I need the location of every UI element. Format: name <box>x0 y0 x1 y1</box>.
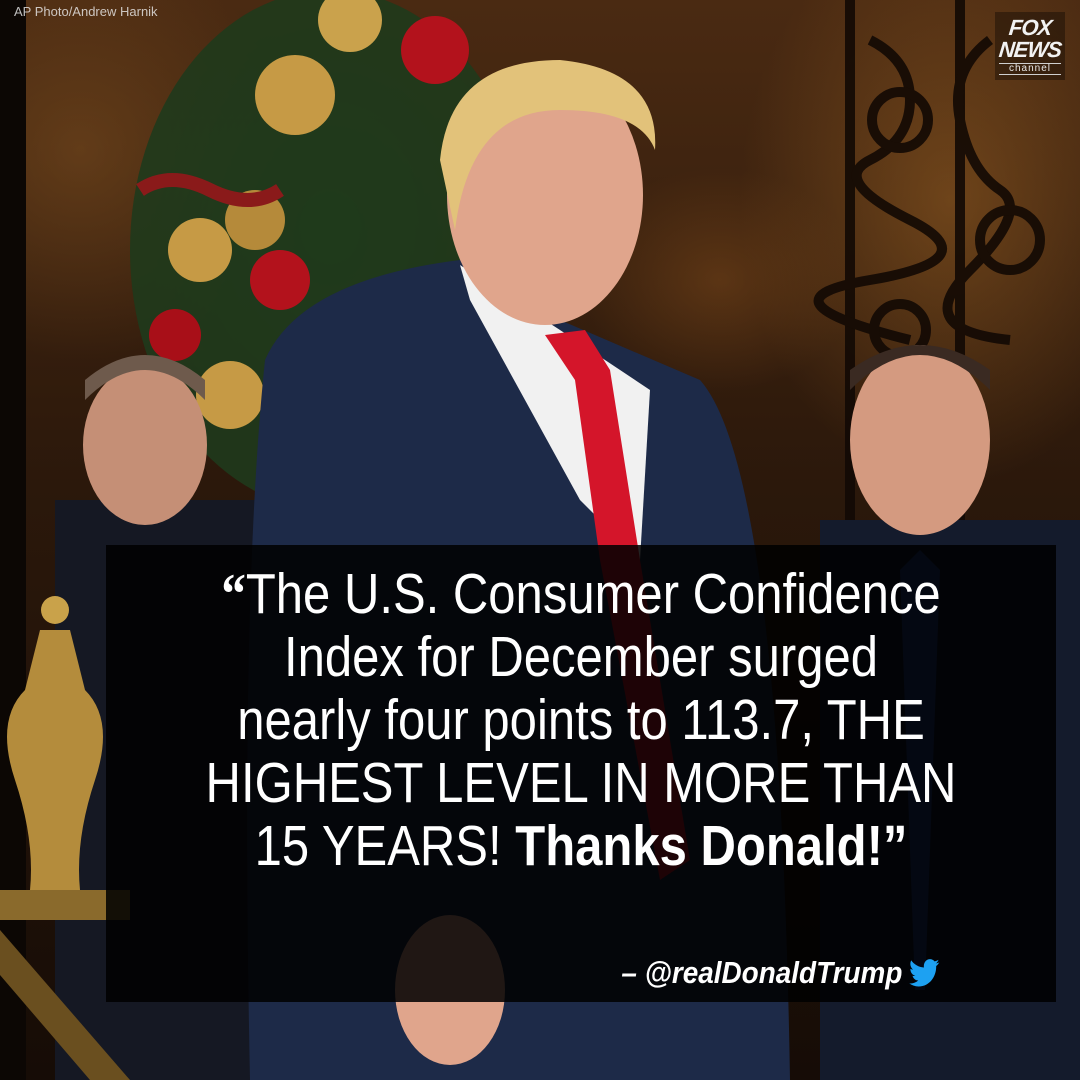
photo-credit: AP Photo/Andrew Harnik <box>14 4 158 19</box>
quote-line-2: Index for December surged <box>284 625 878 689</box>
logo-line-fox: FOX <box>1007 15 1053 40</box>
quote-line-4: HIGHEST LEVEL IN MORE THAN <box>205 751 957 815</box>
quote-text: “The U.S. Consumer Confidence Index for … <box>173 563 990 878</box>
fox-news-logo: FOX NEWS channel <box>995 12 1065 80</box>
attribution: – @realDonaldTrump <box>621 955 940 991</box>
quote-overlay: “The U.S. Consumer Confidence Index for … <box>106 545 1056 1002</box>
quote-line-5: 15 YEARS! Thanks Donald!” <box>254 814 908 878</box>
quote-line-1: “The U.S. Consumer Confidence <box>221 562 941 627</box>
twitter-handle: – @realDonaldTrump <box>621 955 903 990</box>
logo-line-channel: channel <box>999 63 1061 75</box>
logo-line-news: NEWS <box>997 37 1063 62</box>
twitter-bird-icon <box>909 959 940 987</box>
open-quote-mark: “ <box>221 563 246 626</box>
gold-finial <box>0 596 130 1080</box>
quote-emphasis: Thanks Donald! <box>515 814 883 878</box>
quote-line-3: nearly four points to 113.7, THE <box>237 688 925 752</box>
close-quote-mark: ” <box>882 814 908 878</box>
twitter-bird-shape <box>909 959 940 987</box>
